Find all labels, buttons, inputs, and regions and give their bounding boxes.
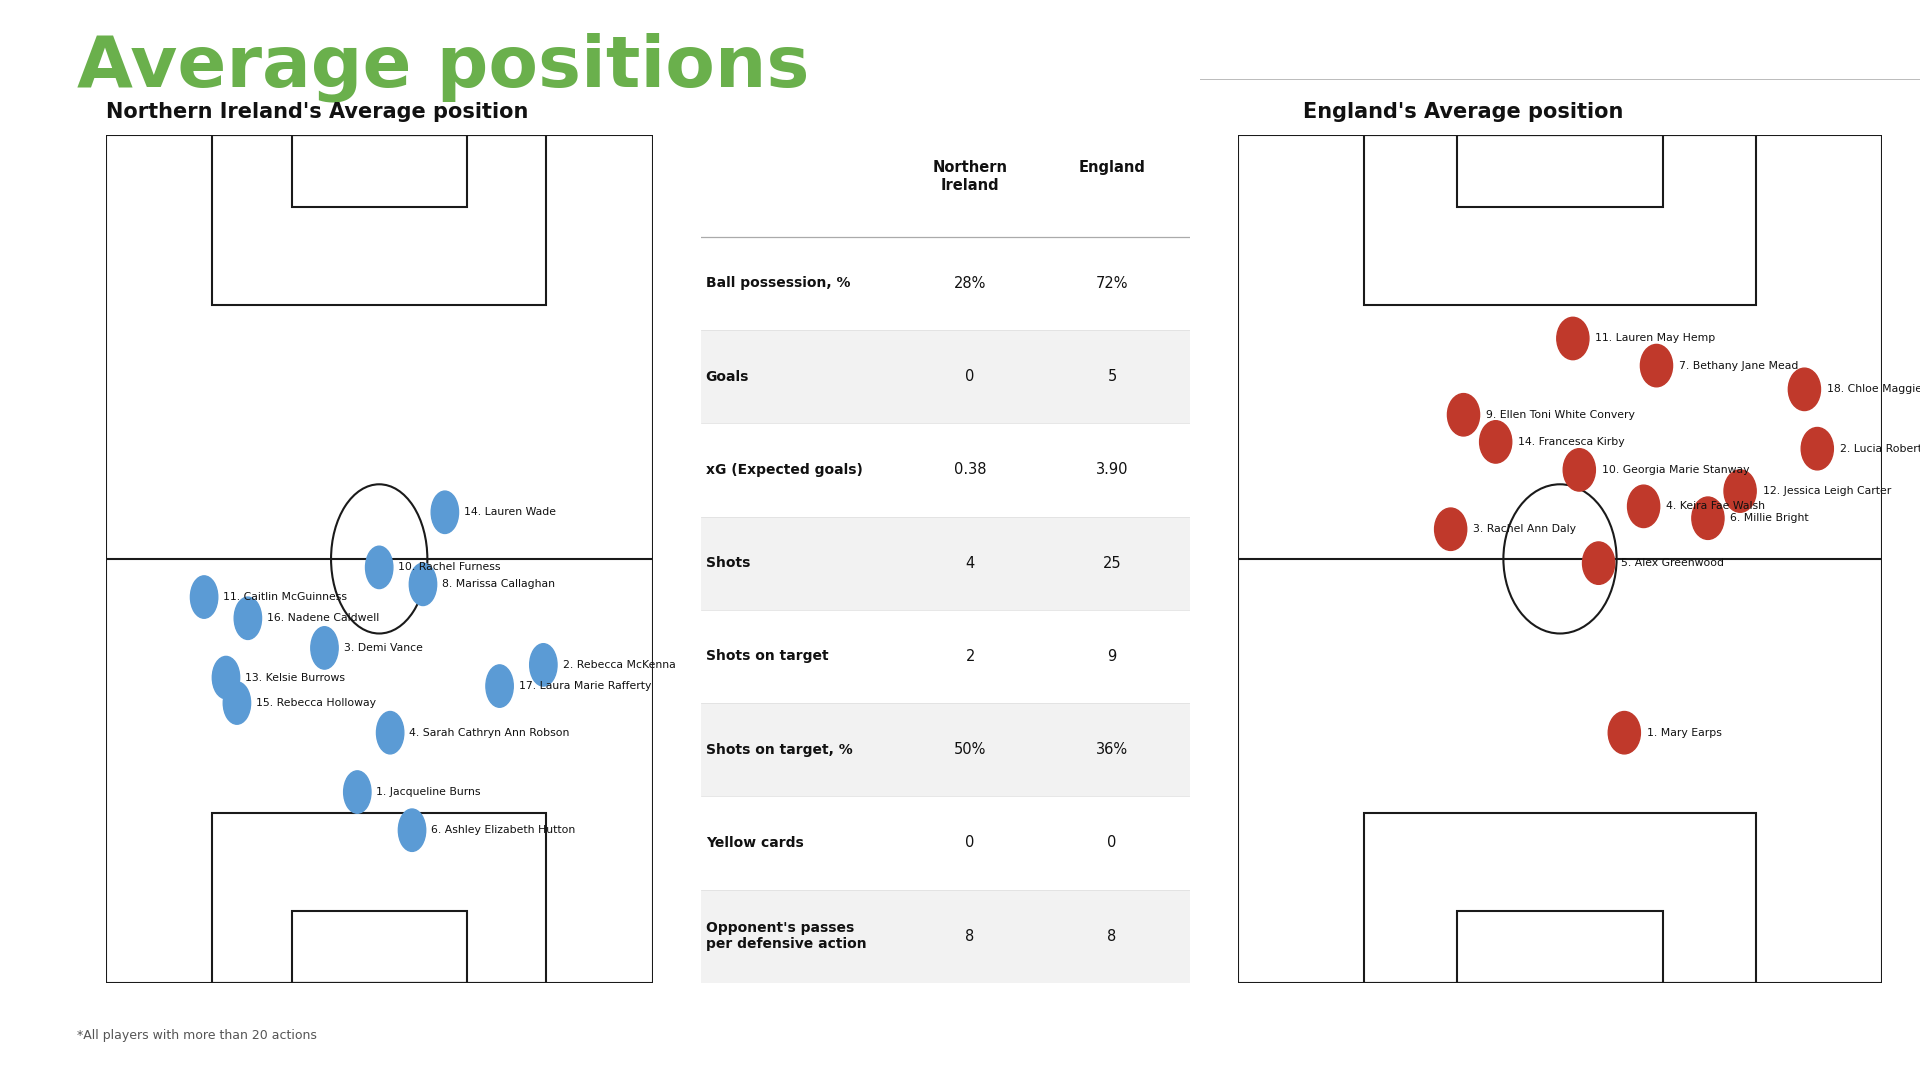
Circle shape: [223, 681, 252, 725]
Circle shape: [409, 563, 436, 606]
Text: 6. Ashley Elizabeth Hutton: 6. Ashley Elizabeth Hutton: [432, 825, 576, 835]
Text: Average positions: Average positions: [77, 32, 808, 102]
Circle shape: [234, 597, 261, 639]
Text: 4. Sarah Cathryn Ann Robson: 4. Sarah Cathryn Ann Robson: [409, 728, 570, 738]
Bar: [1457, 135, 1663, 207]
Circle shape: [486, 665, 513, 707]
Text: 0: 0: [1108, 836, 1117, 850]
Text: 0.38: 0.38: [954, 462, 987, 477]
Text: 17. Laura Marie Rafferty: 17. Laura Marie Rafferty: [518, 681, 651, 691]
Text: Shots: Shots: [707, 556, 751, 570]
Bar: [1457, 910, 1663, 983]
Circle shape: [1557, 318, 1590, 360]
Text: 10. Rachel Furness: 10. Rachel Furness: [397, 563, 501, 572]
Text: 12. Jessica Leigh Carter: 12. Jessica Leigh Carter: [1763, 486, 1891, 496]
Bar: [1363, 813, 1757, 983]
Circle shape: [397, 809, 426, 851]
Circle shape: [1788, 368, 1820, 410]
Bar: [701, 890, 1190, 983]
Text: 0: 0: [966, 369, 975, 384]
Bar: [701, 516, 1190, 610]
Circle shape: [376, 712, 403, 754]
Text: 25: 25: [1102, 555, 1121, 570]
Text: 10. Georgia Marie Stanway: 10. Georgia Marie Stanway: [1601, 464, 1749, 475]
Bar: [701, 330, 1190, 423]
Text: 3. Demi Vance: 3. Demi Vance: [344, 643, 422, 653]
Bar: [1363, 135, 1757, 305]
Text: Shots on target, %: Shots on target, %: [707, 743, 852, 757]
Text: 72%: 72%: [1096, 275, 1129, 291]
Text: 15. Rebecca Holloway: 15. Rebecca Holloway: [255, 698, 376, 708]
Circle shape: [213, 657, 240, 699]
Text: 3. Rachel Ann Daly: 3. Rachel Ann Daly: [1473, 524, 1576, 535]
Text: 16. Nadene Caldwell: 16. Nadene Caldwell: [267, 613, 380, 623]
Text: Yellow cards: Yellow cards: [707, 836, 803, 850]
Text: Northern Ireland's Average position: Northern Ireland's Average position: [106, 102, 528, 122]
Circle shape: [1609, 712, 1640, 754]
Text: 2. Rebecca McKenna: 2. Rebecca McKenna: [563, 660, 676, 670]
Circle shape: [1434, 508, 1467, 551]
Text: 13. Kelsie Burrows: 13. Kelsie Burrows: [246, 673, 346, 683]
Text: 1. Jacqueline Burns: 1. Jacqueline Burns: [376, 787, 482, 797]
Circle shape: [1582, 542, 1615, 584]
Bar: [701, 703, 1190, 796]
Circle shape: [344, 771, 371, 813]
Text: 8: 8: [966, 929, 975, 944]
Circle shape: [190, 576, 217, 618]
Text: 36%: 36%: [1096, 742, 1129, 757]
Text: Northern
Ireland: Northern Ireland: [933, 161, 1008, 193]
Text: 11. Caitlin McGuinness: 11. Caitlin McGuinness: [223, 592, 348, 602]
Text: 8. Marissa Callaghan: 8. Marissa Callaghan: [442, 579, 555, 590]
Text: 2: 2: [966, 649, 975, 664]
Text: 5: 5: [1108, 369, 1117, 384]
Text: *All players with more than 20 actions: *All players with more than 20 actions: [77, 1029, 317, 1042]
Text: 4. Keira Fae Walsh: 4. Keira Fae Walsh: [1667, 501, 1764, 511]
Text: 9: 9: [1108, 649, 1117, 664]
Circle shape: [1801, 428, 1834, 470]
Circle shape: [1692, 497, 1724, 539]
Circle shape: [1724, 470, 1757, 512]
Text: 8: 8: [1108, 929, 1117, 944]
Text: 2. Lucia Roberta Tough Bronze: 2. Lucia Roberta Tough Bronze: [1839, 444, 1920, 454]
Bar: [292, 910, 467, 983]
Text: 5. Alex Greenwood: 5. Alex Greenwood: [1620, 558, 1724, 568]
Text: England: England: [1079, 161, 1146, 175]
Text: 7. Bethany Jane Mead: 7. Bethany Jane Mead: [1678, 361, 1799, 370]
Text: Opponent's passes
per defensive action: Opponent's passes per defensive action: [707, 921, 866, 951]
Text: 3.90: 3.90: [1096, 462, 1129, 477]
Text: 14. Francesca Kirby: 14. Francesca Kirby: [1519, 437, 1624, 447]
Text: Goals: Goals: [707, 369, 749, 383]
Circle shape: [1640, 345, 1672, 387]
Text: 11. Lauren May Hemp: 11. Lauren May Hemp: [1596, 334, 1716, 343]
Circle shape: [530, 644, 557, 686]
Bar: [213, 813, 545, 983]
Bar: [292, 135, 467, 207]
Text: 0: 0: [966, 836, 975, 850]
Text: 1. Mary Earps: 1. Mary Earps: [1647, 728, 1722, 738]
Text: 28%: 28%: [954, 275, 987, 291]
Text: Ball possession, %: Ball possession, %: [707, 276, 851, 291]
Text: xG (Expected goals): xG (Expected goals): [707, 463, 862, 477]
Text: Shots on target: Shots on target: [707, 649, 828, 663]
Circle shape: [432, 491, 459, 534]
Circle shape: [1628, 485, 1659, 527]
Text: 4: 4: [966, 555, 975, 570]
Text: 18. Chloe Maggie Kelly: 18. Chloe Maggie Kelly: [1828, 384, 1920, 394]
Circle shape: [1480, 421, 1511, 463]
Text: 6. Millie Bright: 6. Millie Bright: [1730, 513, 1809, 523]
Circle shape: [365, 546, 394, 589]
Circle shape: [1563, 448, 1596, 491]
Circle shape: [311, 626, 338, 670]
Text: England's Average position: England's Average position: [1302, 102, 1622, 122]
Bar: [213, 135, 545, 305]
Text: 9. Ellen Toni White Convery: 9. Ellen Toni White Convery: [1486, 409, 1636, 420]
Circle shape: [1448, 393, 1480, 436]
Text: 14. Lauren Wade: 14. Lauren Wade: [465, 508, 557, 517]
Text: 50%: 50%: [954, 742, 987, 757]
